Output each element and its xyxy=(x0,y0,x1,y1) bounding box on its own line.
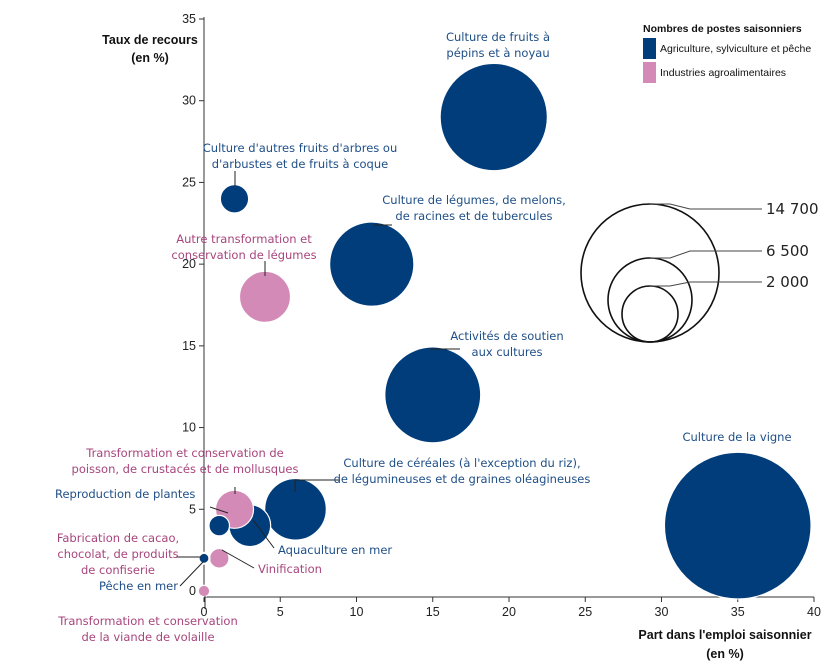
annotation-label: Culture de la vigne xyxy=(682,430,791,444)
size-legend-label: 2 000 xyxy=(766,273,809,291)
annotation-label: Culture de fruits à xyxy=(446,30,550,44)
leader-line xyxy=(252,519,275,549)
bubble-agri xyxy=(439,62,548,172)
x-axis-unit: (en %) xyxy=(706,647,744,661)
bubble-agri xyxy=(208,514,231,537)
legend-item-label: Agriculture, sylviculture et pêche xyxy=(660,43,811,55)
axes: 0 5 10 15 20 25 30 35 0 5 10 15 20 25 30 35 40 Taux de re… xyxy=(102,12,821,661)
bubble-agri xyxy=(663,451,812,600)
size-legend-circle xyxy=(621,285,679,343)
x-tick-label: 30 xyxy=(655,605,669,619)
x-tick-label: 35 xyxy=(731,605,745,619)
y-tick-label: 15 xyxy=(182,339,196,353)
x-tick-label: 15 xyxy=(426,605,440,619)
bubble-ind xyxy=(197,584,211,598)
x-axis-title: Part dans l'emploi saisonnier xyxy=(638,628,811,642)
y-tick-label: 0 xyxy=(189,584,196,598)
size-legend-leader xyxy=(650,250,762,259)
y-tick-label: 20 xyxy=(182,257,196,271)
annotation-label: conservation de légumes xyxy=(171,248,316,262)
annotation-label: chocolat, de produits xyxy=(57,547,178,561)
leader-line xyxy=(209,506,229,514)
size-legend-leader xyxy=(650,281,762,287)
bubble-ind xyxy=(238,270,292,323)
x-tick-label: 5 xyxy=(277,605,284,619)
size-legend-label: 14 700 xyxy=(766,200,819,218)
annotation-label: poisson, de crustacés et de mollusques xyxy=(72,462,299,476)
x-tick-label: 10 xyxy=(350,605,364,619)
x-tick-label: 25 xyxy=(578,605,592,619)
y-tick-label: 25 xyxy=(182,175,196,189)
y-tick-label: 35 xyxy=(182,12,196,26)
legend-swatch xyxy=(643,62,656,83)
annotation-label: Culture d'autres fruits d'arbres ou xyxy=(203,141,398,155)
annotation-label: Transformation et conservation de xyxy=(85,446,284,460)
annotation-label: de la viande de volaille xyxy=(81,630,214,644)
y-axis-unit: (en %) xyxy=(131,51,169,65)
bubble-agri xyxy=(264,477,327,541)
annotation-label: Reproduction de plantes xyxy=(55,487,195,501)
bubble-agri xyxy=(219,184,250,214)
y-tick-label: 5 xyxy=(189,502,196,516)
annotation-label: d'arbustes et de fruits à coque xyxy=(212,157,388,171)
bubble-ind xyxy=(208,547,230,569)
x-tick-label: 0 xyxy=(201,605,208,619)
size-legend-circle xyxy=(580,203,720,343)
bubble-agri xyxy=(198,552,210,564)
annotation-label: Culture de céréales (à l'exception du ri… xyxy=(343,456,580,470)
legend-swatch xyxy=(643,38,656,59)
annotation-label: Aquaculture en mer xyxy=(278,543,392,557)
bubble-agri xyxy=(384,346,482,444)
annotation-label: Autre transformation et xyxy=(176,232,312,246)
leader-line xyxy=(221,549,255,569)
annotations: Culture de fruits à pépins et à noyau Cult… xyxy=(55,30,792,644)
size-legend-label: 6 500 xyxy=(766,242,809,260)
bubbles xyxy=(197,62,812,600)
annotation-label: de confiserie xyxy=(81,563,155,577)
size-legend-circle xyxy=(607,257,693,343)
leader-lines xyxy=(176,171,460,609)
x-tick-label: 40 xyxy=(807,605,821,619)
y-tick-label: 10 xyxy=(182,421,196,435)
annotation-label: Vinification xyxy=(258,562,322,576)
legend-item-label: Industries agroalimentaires xyxy=(660,67,786,79)
y-axis-title: Taux de recours xyxy=(102,33,198,47)
annotation-label: de racines et de tubercules xyxy=(395,209,552,223)
annotation-label: de légumineuses et de graines oléagineus… xyxy=(334,472,591,486)
size-legend-leader xyxy=(650,203,762,210)
leader-line xyxy=(179,561,204,587)
annotation-label: pépins et à noyau xyxy=(446,46,549,60)
legend: Nombres de postes saisonniers Agriculture… xyxy=(643,23,811,83)
annotation-label: Pêche en mer xyxy=(99,579,178,593)
annotation-label: Transformation et conservation xyxy=(57,614,238,628)
annotation-label: aux cultures xyxy=(472,345,543,359)
y-tick-label: 30 xyxy=(182,94,196,108)
size-legend: 14 700 6 500 2 000 xyxy=(580,200,819,343)
bubble-agri xyxy=(329,221,415,307)
leader-line xyxy=(294,479,340,492)
legend-title: Nombres de postes saisonniers xyxy=(643,23,802,35)
x-tick-label: 20 xyxy=(502,605,516,619)
annotation-label: Activités de soutien xyxy=(450,329,563,343)
annotation-label: Fabrication de cacao, xyxy=(57,531,179,545)
annotation-label: Culture de légumes, de melons, xyxy=(382,193,565,207)
